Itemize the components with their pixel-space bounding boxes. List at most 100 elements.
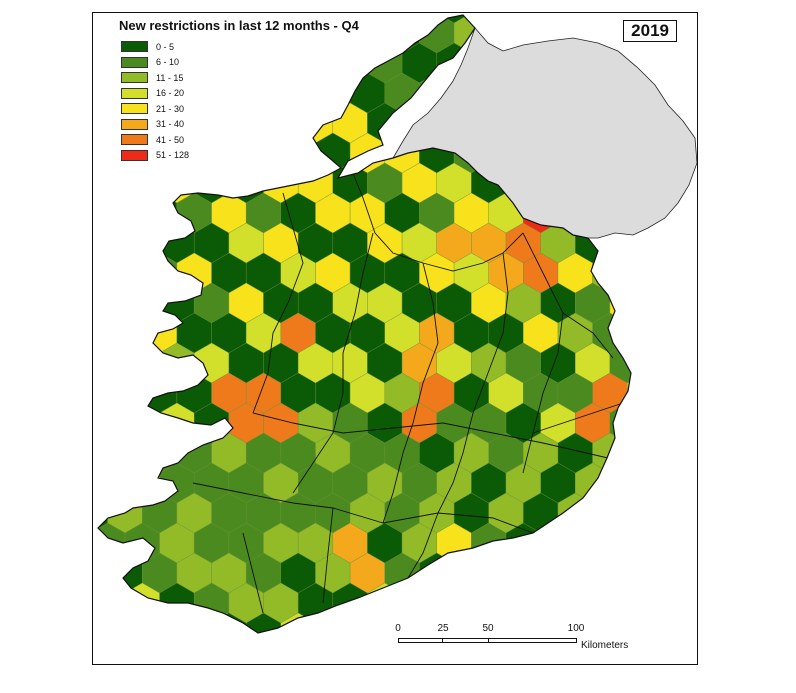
legend-item: 6 - 10 — [121, 55, 189, 71]
hex-cell — [98, 372, 108, 414]
hex-cell — [194, 643, 229, 665]
hex-cell — [627, 372, 631, 414]
hex-cell — [98, 432, 108, 474]
hex-cell — [575, 582, 611, 624]
hex-cell — [142, 192, 178, 234]
legend-swatch — [121, 56, 148, 68]
legend-label: 51 - 128 — [156, 150, 190, 161]
hex-cell — [471, 582, 507, 624]
hex-cell — [662, 373, 697, 413]
hex-cell — [315, 612, 351, 633]
hex-cell — [98, 552, 108, 594]
legend-label: 6 - 10 — [156, 57, 180, 68]
hex-cell — [679, 43, 698, 83]
hex-cell — [98, 15, 108, 54]
hex-cell — [107, 432, 143, 474]
hex-cell — [627, 492, 631, 534]
hex-cell — [264, 643, 299, 665]
hex-cell — [645, 283, 680, 323]
hex-cell — [193, 102, 230, 144]
hex-cell — [679, 343, 698, 383]
hex-cell — [349, 612, 385, 633]
hex-cell — [401, 15, 437, 24]
hex-cell — [193, 42, 230, 84]
scale-unit: Kilometers — [581, 640, 629, 651]
scale-segment — [398, 638, 443, 643]
legend-label: 16 - 20 — [156, 88, 185, 99]
map-title: New restrictions in last 12 months - Q4 — [119, 18, 359, 33]
hex-cell — [679, 523, 698, 563]
hex-cell — [107, 312, 143, 354]
legend: 0 - 5 6 - 10 11 - 15 16 - 20 21 - 30 31 - 40 4… — [121, 39, 189, 163]
hex-cell — [245, 132, 282, 174]
hex-cell — [228, 102, 264, 144]
hex-cell — [505, 15, 541, 24]
hex-cell — [471, 15, 507, 24]
hex-cell — [245, 72, 282, 114]
legend-label: 0 - 5 — [156, 41, 175, 52]
scale-tick-label: 100 — [567, 623, 585, 634]
hex-cell — [645, 463, 680, 503]
hex-cell — [245, 612, 282, 633]
hex-cell — [627, 552, 631, 594]
legend-item: 16 - 20 — [121, 86, 189, 102]
hex-cell — [176, 612, 212, 633]
hex-cell — [401, 582, 437, 624]
legend-item: 0 - 5 — [121, 39, 189, 55]
hex-cell — [540, 15, 576, 24]
hex-cell — [98, 192, 108, 234]
map-frame: New restrictions in last 12 months - Q4 … — [92, 12, 698, 665]
hex-cell — [453, 552, 489, 594]
legend-swatch — [121, 41, 148, 53]
hex-cell — [125, 643, 160, 665]
hex-cell — [332, 42, 368, 84]
hex-cell — [107, 252, 143, 294]
hex-cell — [662, 553, 697, 593]
hex-cell — [609, 582, 631, 624]
hex-cell — [315, 72, 351, 114]
hex-cell — [645, 403, 680, 443]
hex-cell — [662, 253, 697, 293]
legend-item: 21 - 30 — [121, 101, 189, 117]
legend-label: 21 - 30 — [156, 103, 185, 114]
county-boundaries — [192, 160, 624, 614]
hex-cell — [280, 132, 316, 174]
hex-cell — [98, 312, 108, 354]
scale-tick-label: 50 — [482, 623, 494, 634]
hex-cell — [540, 582, 576, 624]
hex-cell — [98, 462, 126, 504]
legend-swatch — [121, 103, 148, 115]
legend-swatch — [121, 149, 148, 161]
hex-cell — [575, 522, 611, 564]
hex-cell — [540, 522, 576, 564]
hex-cell — [280, 72, 316, 114]
hex-cell — [523, 552, 559, 594]
hex-cell — [98, 402, 126, 444]
hex-cell — [107, 192, 143, 234]
hex-cell — [679, 463, 698, 503]
hex-cell — [662, 493, 697, 533]
hex-cell — [98, 612, 108, 633]
legend-swatch — [121, 118, 148, 130]
hex-cell — [592, 552, 628, 594]
hex-cell — [98, 72, 108, 114]
hex-cell — [367, 643, 402, 665]
hex-cell — [124, 282, 160, 324]
hex-cell — [627, 312, 631, 354]
hex-cell — [124, 162, 160, 204]
hex-cell — [505, 582, 541, 624]
legend-item: 31 - 40 — [121, 117, 189, 133]
hex-cell — [645, 583, 680, 623]
hex-cell — [98, 132, 108, 174]
hex-cell — [298, 643, 333, 665]
hex-cell — [627, 252, 631, 294]
hex-cell — [575, 15, 611, 24]
legend-item: 51 - 128 — [121, 148, 189, 164]
hex-cell — [124, 462, 160, 504]
hex-cell — [124, 222, 160, 264]
hex-cell — [160, 643, 195, 665]
hex-cell — [211, 72, 247, 114]
hex-cell — [142, 612, 178, 633]
scale-segment — [488, 638, 577, 643]
hex-cell — [124, 342, 160, 384]
